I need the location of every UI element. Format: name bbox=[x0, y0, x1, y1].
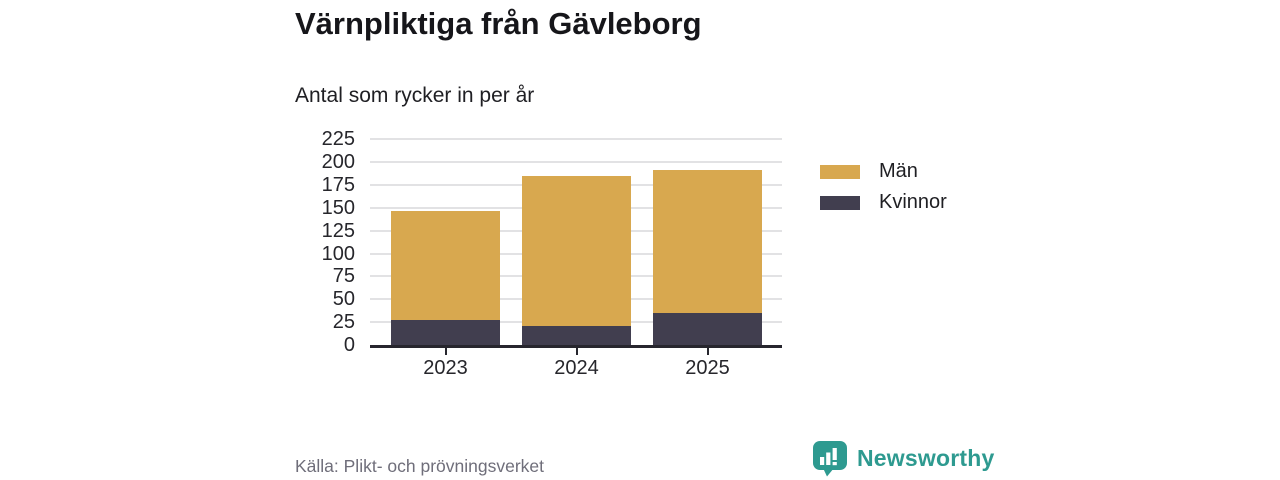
x-axis-tick-label: 2025 bbox=[685, 357, 730, 379]
x-axis-line bbox=[370, 345, 782, 348]
bar-segment-män-2023 bbox=[391, 210, 500, 321]
x-axis-tick bbox=[575, 348, 578, 355]
y-axis-tick-label: 150 bbox=[321, 196, 355, 219]
y-axis-tick-label: 75 bbox=[332, 265, 355, 288]
bar-segment-kvinnor-2025 bbox=[653, 313, 762, 345]
y-axis-tick-label: 25 bbox=[332, 311, 355, 334]
legend-label: Kvinnor bbox=[879, 191, 947, 213]
bar-segment-män-2024 bbox=[522, 175, 631, 326]
legend-item-män: Män bbox=[820, 161, 947, 182]
x-axis-tick bbox=[444, 348, 447, 355]
plot-area: 0 25 50 75 100 125 150 175 200 225 2023 2024 2025 bbox=[322, 128, 782, 379]
brand-logo: Newsworthy bbox=[812, 440, 994, 477]
page-title: Värnpliktiga från Gävleborg bbox=[295, 6, 702, 41]
legend-item-kvinnor: Kvinnor bbox=[820, 192, 947, 213]
x-axis-tick bbox=[706, 348, 709, 355]
chart-subtitle: Antal som rycker in per år bbox=[295, 84, 535, 107]
x-axis-tick-label: 2024 bbox=[554, 357, 599, 379]
y-gridline bbox=[370, 161, 782, 164]
y-axis-tick-label: 200 bbox=[321, 151, 355, 174]
bar-segment-kvinnor-2024 bbox=[522, 325, 631, 345]
source-note: Källa: Plikt- och prövningsverket bbox=[295, 456, 544, 476]
x-axis-tick-label: 2023 bbox=[423, 357, 468, 379]
bar-chart-speech-bubble-icon bbox=[812, 440, 848, 477]
y-axis-tick-label: 175 bbox=[321, 173, 355, 196]
legend-label: Män bbox=[879, 160, 918, 182]
y-gridline bbox=[370, 138, 782, 141]
chart-legend: Män Kvinnor bbox=[820, 161, 947, 213]
y-axis-tick-label: 125 bbox=[321, 219, 355, 242]
bar-segment-kvinnor-2023 bbox=[391, 320, 500, 345]
legend-swatch bbox=[820, 164, 860, 179]
brand-name: Newsworthy bbox=[857, 445, 995, 471]
bar-segment-män-2025 bbox=[653, 170, 762, 313]
y-axis-tick-label: 100 bbox=[321, 242, 355, 265]
y-axis-tick-label: 0 bbox=[343, 334, 355, 356]
legend-swatch bbox=[820, 195, 860, 210]
y-axis-tick-label: 50 bbox=[332, 288, 355, 311]
y-axis-tick-label: 225 bbox=[321, 128, 355, 151]
